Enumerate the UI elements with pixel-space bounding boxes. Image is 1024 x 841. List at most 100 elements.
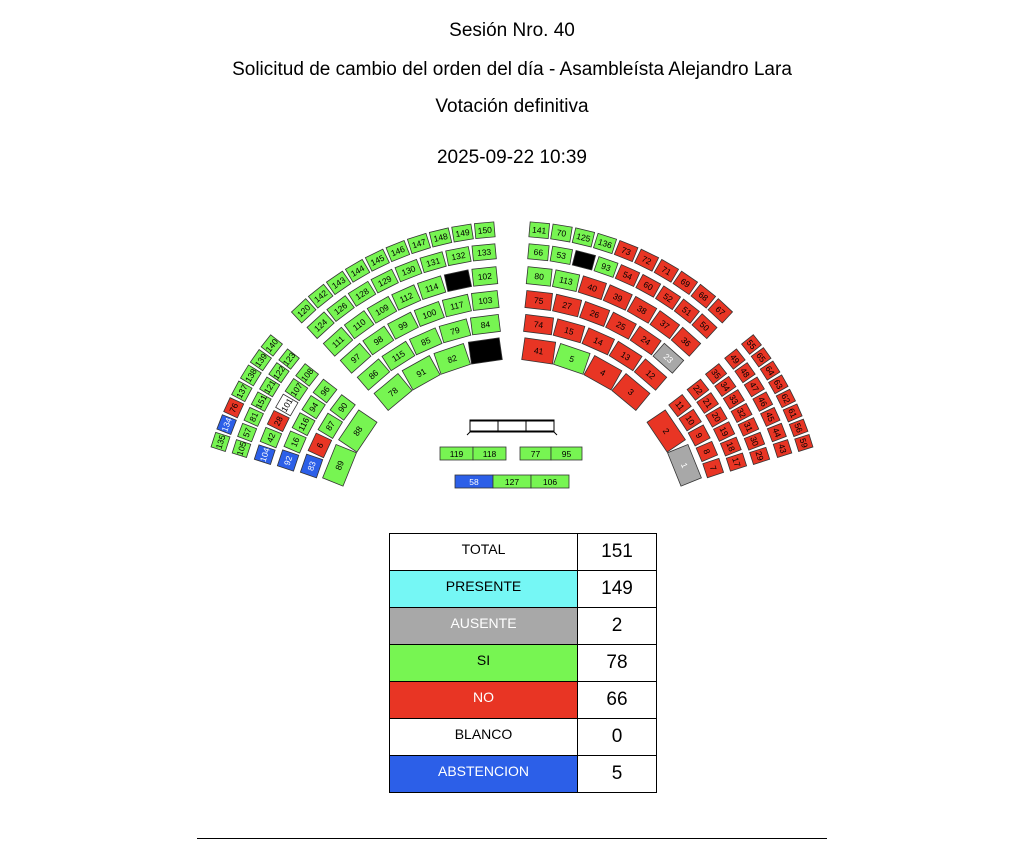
seat-unlabeled <box>443 269 473 292</box>
seat-76: 76 <box>223 397 245 419</box>
seat-13: 13 <box>608 340 643 372</box>
result-value: 151 <box>577 533 657 571</box>
seat-74: 74 <box>523 314 555 336</box>
seat-92: 92 <box>276 449 300 472</box>
seat-number: 60 <box>642 279 655 292</box>
seat-number: 132 <box>451 250 467 263</box>
seat-number: 104 <box>258 446 272 463</box>
result-row-abstencion: ABSTENCION 5 <box>389 755 657 793</box>
seat-number: 106 <box>543 477 557 487</box>
seat-number: 4 <box>598 367 607 378</box>
seat-111: 111 <box>322 326 354 357</box>
seat-75: 75 <box>524 290 553 311</box>
seat-number: 32 <box>735 406 748 419</box>
seat-86: 86 <box>356 358 391 391</box>
seat-78: 78 <box>373 373 413 411</box>
result-row-presente: PRESENTE 149 <box>389 570 657 608</box>
seat-58: 58 <box>454 474 494 489</box>
seat-number: 117 <box>449 299 465 312</box>
seat-20: 20 <box>705 406 728 428</box>
seat-10: 10 <box>678 408 702 432</box>
seat-63: 63 <box>768 374 789 395</box>
seat-number: 138 <box>243 367 259 385</box>
seat-23: 23 <box>652 342 685 374</box>
seating-hemicycle: 1351347613713813914010557811511211221231… <box>210 221 814 489</box>
seat-139: 139 <box>249 348 272 372</box>
seat-number: 14 <box>592 335 605 348</box>
seat-number: 150 <box>477 225 492 236</box>
seat-54: 54 <box>614 264 641 288</box>
seat-number: 136 <box>597 237 614 251</box>
seat-number: 100 <box>421 307 438 321</box>
result-row-no: NO 66 <box>389 681 657 719</box>
seat-number: 62 <box>779 392 792 405</box>
seat-98: 98 <box>362 325 395 356</box>
vote-datetime: 2025-09-22 10:39 <box>436 147 587 168</box>
seat-72: 72 <box>634 248 660 272</box>
seat-number: 147 <box>411 236 428 250</box>
seat-number: 127 <box>505 477 519 487</box>
seat-number: 26 <box>588 308 601 321</box>
seat-93: 93 <box>593 256 619 278</box>
seat-100: 100 <box>413 300 445 327</box>
seat-7: 7 <box>702 457 725 479</box>
seat-82: 82 <box>433 342 471 375</box>
seat-8: 8 <box>695 440 719 463</box>
seat-64: 64 <box>759 360 781 381</box>
seat-number: 125 <box>575 231 591 244</box>
seat-89: 89 <box>322 444 357 487</box>
results-table: TOTAL 151 PRESENTE 149 AUSENTE 2 SI 78 NO 66 BLANC… <box>389 533 657 793</box>
seat-number: 130 <box>400 263 417 278</box>
seat-32: 32 <box>730 402 753 424</box>
seat-17: 17 <box>725 452 748 472</box>
seat-49: 49 <box>724 348 746 370</box>
seat-number: 5 <box>568 353 576 364</box>
result-row-si: SI 78 <box>389 644 657 682</box>
seat-97: 97 <box>339 342 372 374</box>
seat-number: 59 <box>798 437 810 449</box>
seat-131: 131 <box>419 251 447 274</box>
seat-2: 2 <box>646 409 686 453</box>
seat-3: 3 <box>611 373 651 411</box>
seat-113: 113 <box>551 269 581 292</box>
seat-56: 56 <box>788 418 809 438</box>
seat-number: 84 <box>480 319 491 330</box>
seat-118: 118 <box>472 446 507 461</box>
motion-title: Solicitud de cambio del orden del día - … <box>232 59 792 80</box>
seat-number: 56 <box>792 422 805 435</box>
seat-number: 75 <box>533 295 544 306</box>
seat-96: 96 <box>312 378 338 404</box>
seat-128: 128 <box>347 280 377 307</box>
result-value: 5 <box>577 755 657 793</box>
result-value: 2 <box>577 607 657 645</box>
seat-number: 73 <box>620 245 633 258</box>
seat-102: 102 <box>471 266 499 287</box>
result-row-total: TOTAL 151 <box>389 533 657 571</box>
seat-number: 19 <box>718 425 731 438</box>
seat-117: 117 <box>441 293 472 318</box>
seat-146: 146 <box>385 239 411 263</box>
seat-number: 38 <box>635 303 648 317</box>
seat-39: 39 <box>602 284 633 311</box>
result-row-blanco: BLANCO 0 <box>389 718 657 756</box>
seat-number: 81 <box>247 410 260 423</box>
seat-number: 76 <box>227 401 240 414</box>
seat-84: 84 <box>469 314 501 336</box>
seat-27: 27 <box>552 293 583 318</box>
seat-123: 123 <box>278 348 300 370</box>
seat-105: 105 <box>231 439 252 459</box>
result-label: SI <box>389 644 578 682</box>
seat-number: 17 <box>730 456 743 468</box>
seat-number: 119 <box>450 449 464 459</box>
seat-number: 61 <box>786 407 799 420</box>
seat-144: 144 <box>344 258 371 283</box>
seat-28: 28 <box>266 409 290 433</box>
seat-number: 63 <box>772 378 785 391</box>
seat-53: 53 <box>549 245 573 265</box>
seat-number: 123 <box>281 350 298 368</box>
seat-44: 44 <box>766 422 787 443</box>
result-label: AUSENTE <box>389 607 578 645</box>
seat-126: 126 <box>326 295 355 323</box>
seat-number: 133 <box>477 247 492 258</box>
seat-70: 70 <box>550 223 573 243</box>
